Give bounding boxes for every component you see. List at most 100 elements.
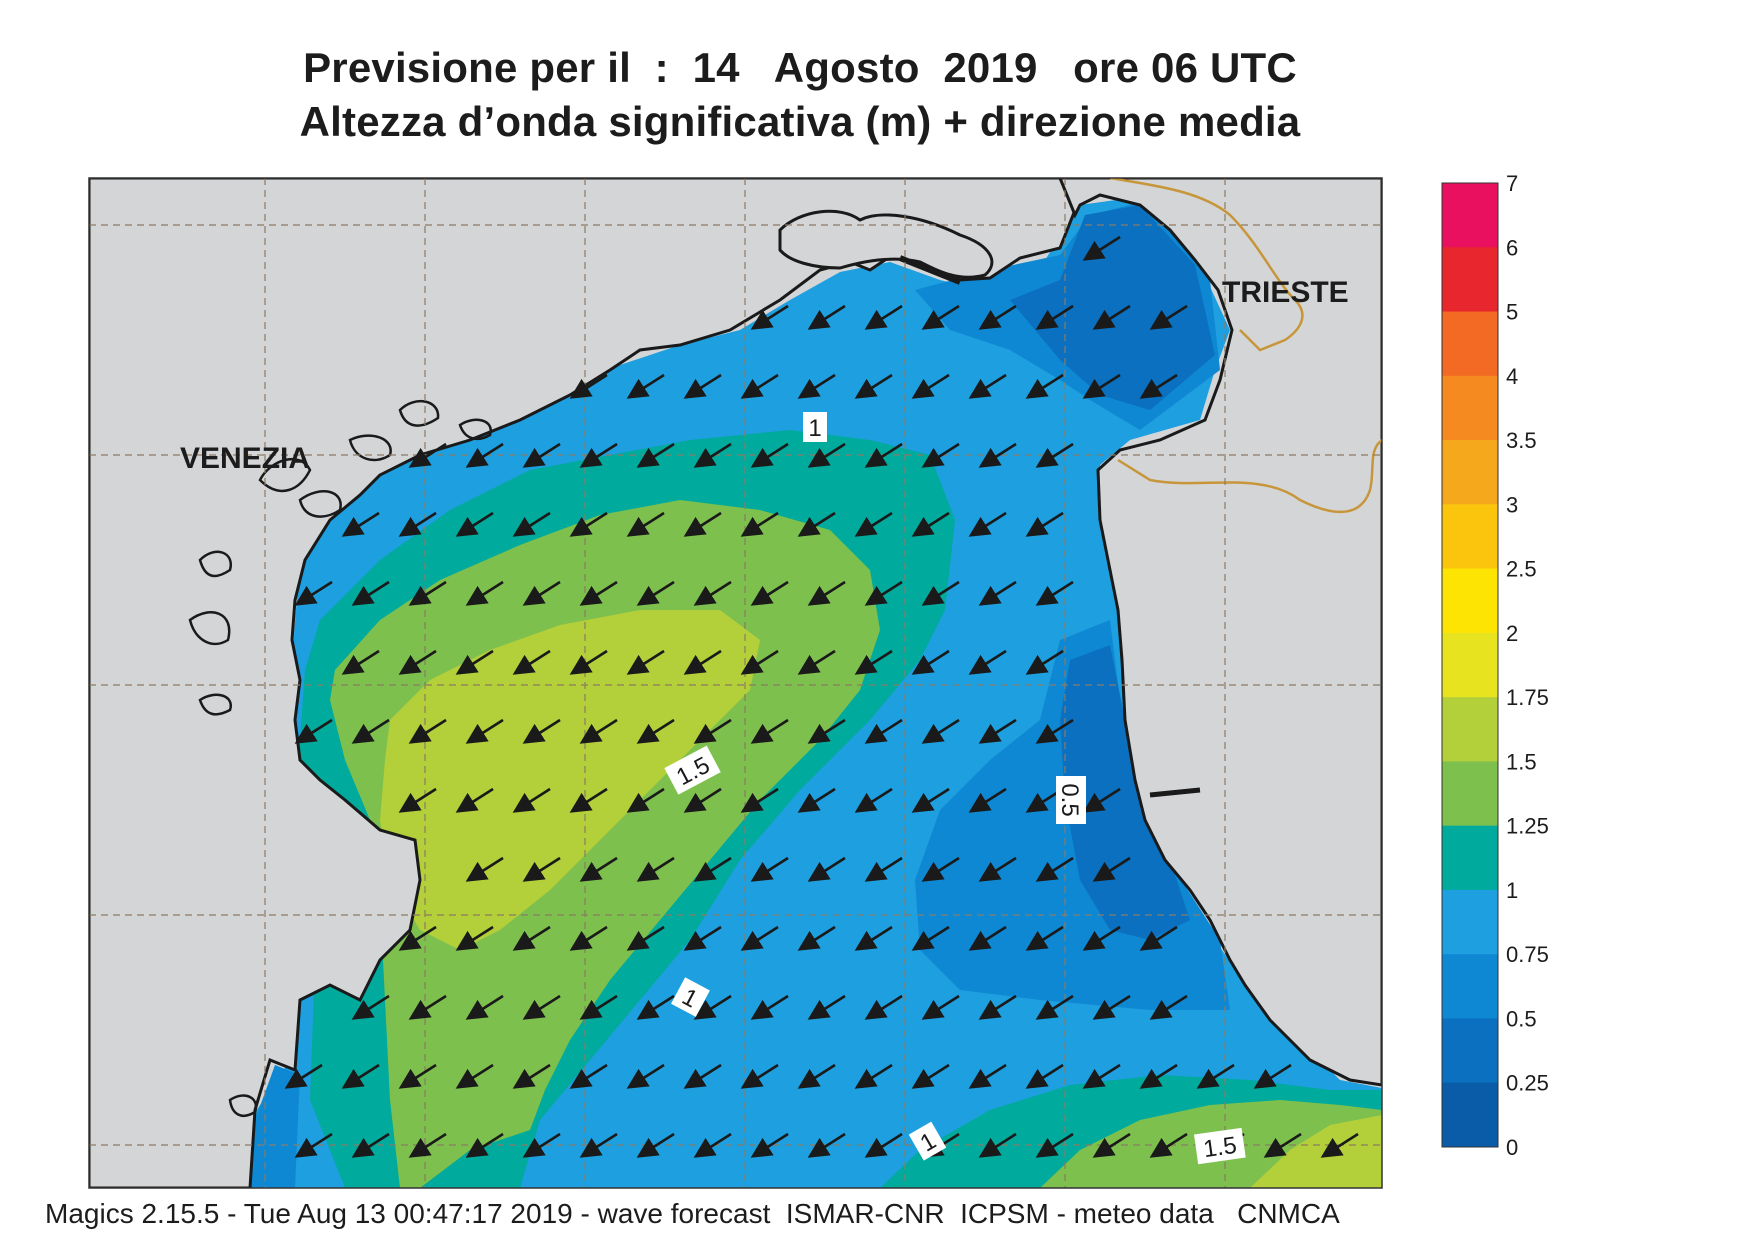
footer-credits: Magics 2.15.5 - Tue Aug 13 00:47:17 2019… xyxy=(45,1198,1340,1229)
wave-direction-arrow xyxy=(750,304,789,330)
wave-direction-arrow xyxy=(579,580,618,606)
wave-direction-arrow xyxy=(864,304,903,330)
wave-direction-arrow xyxy=(569,787,608,813)
wave-direction-arrow xyxy=(797,1063,836,1089)
wave-direction-arrow xyxy=(626,787,665,813)
colorbar-tick-label: 3 xyxy=(1506,492,1518,517)
wave-direction-arrow xyxy=(683,787,722,813)
wave-direction-arrow xyxy=(636,994,675,1020)
wave-direction-arrow xyxy=(465,994,504,1020)
wave-direction-arrow xyxy=(408,1132,447,1158)
wave-direction-arrow xyxy=(512,1063,551,1089)
wave-direction-arrow xyxy=(1149,304,1188,330)
wave-direction-arrow xyxy=(740,1063,779,1089)
colorbar-tick-label: 6 xyxy=(1506,235,1518,260)
wave-direction-arrow xyxy=(750,580,789,606)
wave-direction-arrow xyxy=(1149,994,1188,1020)
wave-direction-arrow xyxy=(683,511,722,537)
wave-direction-arrow xyxy=(522,856,561,882)
coast-detail xyxy=(898,255,962,285)
wave-direction-arrow xyxy=(636,856,675,882)
contour-label: 1 xyxy=(808,415,821,442)
wave-direction-arrow xyxy=(294,1132,333,1158)
wave-direction-arrow xyxy=(284,1063,323,1089)
wave-direction-arrow xyxy=(1082,1063,1121,1089)
wave-direction-arrow xyxy=(569,1063,608,1089)
wave-direction-arrow xyxy=(740,511,779,537)
wave-direction-arrow xyxy=(968,1063,1007,1089)
wave-direction-arrow xyxy=(626,511,665,537)
wave-direction-arrow xyxy=(807,994,846,1020)
wave-direction-arrow xyxy=(455,649,494,675)
wave-direction-arrow xyxy=(294,718,333,744)
wave-direction-arrow xyxy=(683,373,722,399)
wave-direction-arrow xyxy=(636,442,675,468)
wave-direction-arrow xyxy=(1082,787,1121,813)
wave-direction-arrow xyxy=(1035,442,1074,468)
wave-direction-arrow xyxy=(522,1132,561,1158)
wave-direction-arrow xyxy=(579,1132,618,1158)
wave-direction-arrow xyxy=(807,580,846,606)
wave-direction-arrow xyxy=(807,304,846,330)
colorbar-segment xyxy=(1442,247,1498,313)
wave-direction-arrow xyxy=(398,649,437,675)
wave-direction-arrow xyxy=(569,373,608,399)
wave-direction-arrow xyxy=(569,511,608,537)
wave-direction-arrow xyxy=(579,442,618,468)
wave-direction-arrow xyxy=(854,511,893,537)
colorbar-tick-label: 1 xyxy=(1506,878,1518,903)
wave-direction-arrow xyxy=(968,373,1007,399)
wave-direction-arrow xyxy=(351,580,390,606)
wave-direction-arrow xyxy=(797,511,836,537)
wave-direction-arrow xyxy=(921,580,960,606)
page-subtitle: Altezza d’onda significativa (m) + direz… xyxy=(299,98,1301,145)
wave-direction-arrow xyxy=(1082,235,1121,261)
wave-direction-arrow xyxy=(579,856,618,882)
wave-direction-arrow xyxy=(1149,1132,1188,1158)
wave-direction-arrow xyxy=(398,925,437,951)
wave-direction-arrow xyxy=(465,580,504,606)
wave-direction-arrow xyxy=(911,511,950,537)
wave-direction-arrow xyxy=(683,649,722,675)
north-coast-land xyxy=(778,209,994,279)
wave-direction-arrow xyxy=(455,1063,494,1089)
wave-direction-arrow xyxy=(911,1063,950,1089)
wave-direction-arrow xyxy=(1025,925,1064,951)
colorbar-segment xyxy=(1442,568,1498,634)
colorbar-segment xyxy=(1442,1082,1498,1148)
colorbar-tick-label: 0 xyxy=(1506,1135,1518,1160)
wave-direction-arrow xyxy=(1092,304,1131,330)
zone-1.75 xyxy=(1250,1115,1382,1188)
wave-direction-arrow xyxy=(1320,1132,1359,1158)
wave-direction-arrow xyxy=(978,856,1017,882)
wave-direction-arrow xyxy=(797,649,836,675)
coast-detail xyxy=(1149,787,1201,798)
zone-0.5 xyxy=(1010,205,1215,410)
colorbar-tick-label: 0.25 xyxy=(1506,1071,1549,1096)
wave-direction-arrow xyxy=(978,580,1017,606)
wave-direction-arrow xyxy=(512,787,551,813)
wave-direction-arrow xyxy=(797,925,836,951)
colorbar-tick-label: 2.5 xyxy=(1506,557,1537,582)
wave-direction-arrow xyxy=(626,649,665,675)
wave-direction-arrow xyxy=(1035,718,1074,744)
colorbar-tick-label: 0.5 xyxy=(1506,1006,1537,1031)
colorbar-tick-label: 5 xyxy=(1506,300,1518,325)
wave-direction-arrow xyxy=(854,649,893,675)
wave-direction-arrow xyxy=(968,649,1007,675)
wave-direction-arrow xyxy=(921,442,960,468)
wave-direction-arrow xyxy=(1263,1132,1302,1158)
city-label-trieste: TRIESTE xyxy=(1222,276,1349,309)
colorbar-segment xyxy=(1442,889,1498,955)
wave-direction-arrow xyxy=(978,442,1017,468)
wave-direction-arrow xyxy=(512,925,551,951)
wave-direction-arrow xyxy=(968,787,1007,813)
page-title: Previsione per il : 14 Agosto 2019 ore 0… xyxy=(303,44,1297,91)
wave-direction-arrow xyxy=(455,787,494,813)
wave-direction-arrow xyxy=(626,373,665,399)
colorbar-tick-label: 1.75 xyxy=(1506,685,1549,710)
wave-direction-arrow xyxy=(294,580,333,606)
wave-direction-arrow xyxy=(797,373,836,399)
wave-direction-arrow xyxy=(636,1132,675,1158)
wave-direction-arrow xyxy=(341,1063,380,1089)
